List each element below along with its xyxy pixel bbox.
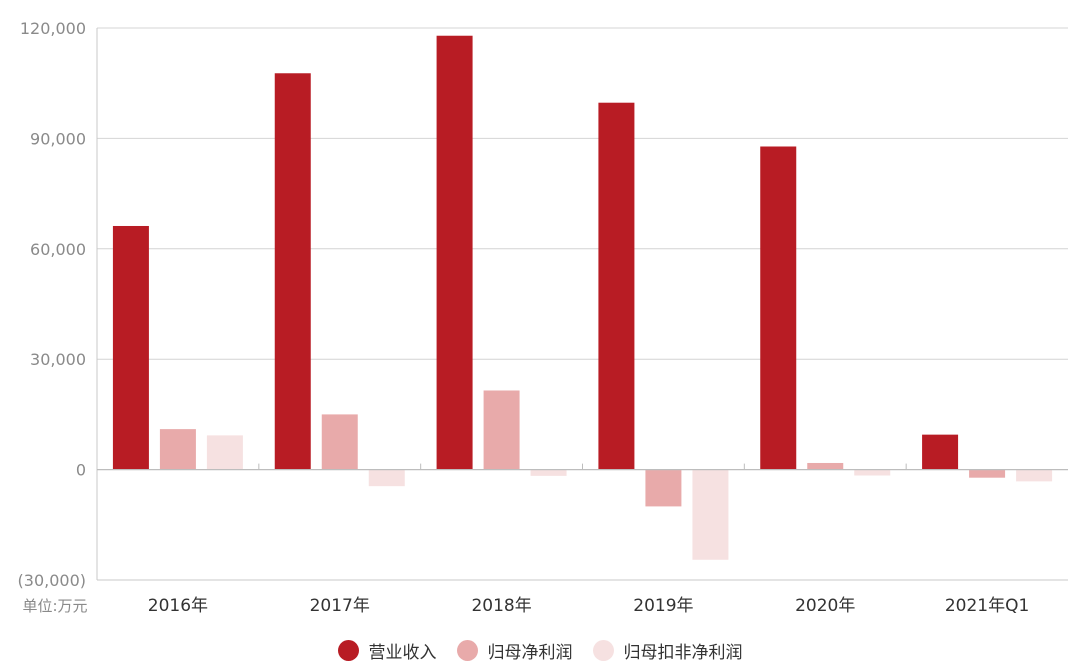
legend-label: 营业收入 — [368, 642, 437, 663]
bar — [854, 469, 891, 476]
unit-label: 单位:万元 — [22, 597, 87, 615]
x-tick-label: 2018年 — [471, 596, 531, 616]
bar — [483, 390, 520, 470]
bar — [530, 469, 567, 476]
legend-swatch — [456, 639, 478, 661]
x-tick-label: 2017年 — [310, 596, 370, 616]
legend-item: 营业收入 — [337, 638, 437, 663]
bars — [112, 35, 1053, 560]
y-tick-label: 0 — [76, 461, 86, 480]
legend-swatch — [592, 639, 614, 661]
bar — [206, 435, 243, 470]
legend-item: 归母净利润 — [456, 638, 573, 663]
bar — [436, 35, 473, 470]
bar — [274, 73, 311, 470]
bar-chart: 120,000 90,000 60,000 30,000 0 (30,000) 2016年… — [18, 19, 1068, 616]
legend-swatch — [337, 639, 359, 661]
y-tick-label: 60,000 — [30, 240, 86, 259]
x-tick-label: 2020年 — [795, 596, 855, 616]
bar — [1016, 469, 1053, 482]
zero-axis — [97, 463, 1068, 581]
x-tick-label: 2019年 — [633, 596, 693, 616]
bar — [692, 469, 729, 560]
legend-label: 归母净利润 — [487, 642, 573, 663]
bar — [598, 102, 635, 470]
y-tick-label: 30,000 — [30, 350, 86, 369]
x-tick-label: 2016年 — [148, 596, 208, 616]
bar — [760, 146, 797, 470]
y-tick-label: (30,000) — [18, 571, 86, 590]
bar — [922, 434, 959, 470]
bar — [321, 414, 358, 470]
bar — [159, 429, 196, 470]
y-tick-label: 90,000 — [30, 129, 86, 148]
bar — [969, 469, 1006, 478]
bar — [368, 469, 405, 487]
bar — [645, 469, 682, 507]
y-axis-tick-labels: 120,000 90,000 60,000 30,000 0 (30,000) — [18, 19, 86, 590]
legend-label: 归母扣非净利润 — [623, 642, 743, 663]
x-tick-label: 2021年Q1 — [945, 596, 1029, 616]
y-tick-label: 120,000 — [20, 19, 86, 38]
grid-lines — [96, 27, 1068, 581]
x-axis-tick-labels: 2016年 2017年 2018年 2019年 2020年 2021年Q1 — [148, 596, 1030, 616]
bar — [112, 225, 149, 470]
legend: 营业收入 归母净利润 归母扣非净利润 — [0, 632, 1080, 668]
legend-item: 归母扣非净利润 — [592, 638, 743, 663]
bar — [807, 462, 844, 470]
